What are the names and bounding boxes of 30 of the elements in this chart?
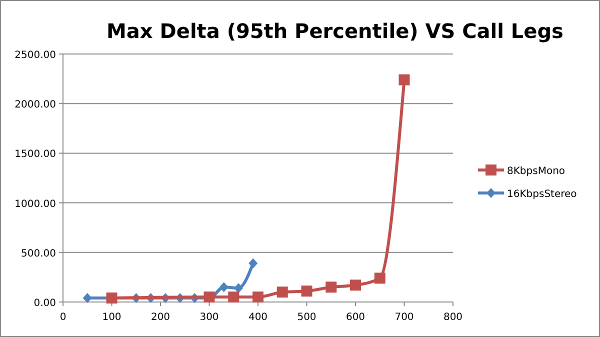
point: [326, 282, 337, 293]
x-tick-label: 500: [297, 312, 316, 323]
point: [398, 74, 410, 86]
y-tick-label: 1000.00: [14, 198, 56, 210]
legend-label: 8KbpsMono: [507, 166, 566, 177]
legend-label: 16KbpsStereo: [507, 189, 577, 200]
point: [276, 286, 288, 298]
point: [82, 293, 92, 304]
point: [234, 283, 243, 294]
y-tick-label: 1500.00: [14, 149, 56, 160]
x-tick-label: 300: [200, 312, 219, 323]
y-tick-label: 500.00: [21, 248, 56, 260]
y-tick-label: 2000.00: [14, 100, 56, 111]
point: [252, 292, 264, 303]
x-tick-label: 600: [346, 312, 366, 323]
point: [248, 258, 258, 268]
x-tick-label: 100: [102, 312, 122, 323]
x-tick-label: 0: [60, 312, 66, 323]
x-tick-label: 200: [150, 312, 170, 323]
y-tick-label: 0.00: [34, 298, 56, 309]
point: [219, 282, 228, 292]
y-tick-label: 2500.00: [14, 50, 56, 61]
point: [374, 272, 386, 284]
point: [228, 292, 240, 303]
x-tick-label: 400: [248, 312, 268, 323]
x-tick-label: 800: [443, 312, 463, 323]
chart-title: Max Delta (95th Percentile) VS Call Legs: [106, 19, 564, 43]
point: [301, 286, 312, 297]
x-tick-label: 700: [394, 312, 414, 323]
point: [350, 280, 361, 291]
